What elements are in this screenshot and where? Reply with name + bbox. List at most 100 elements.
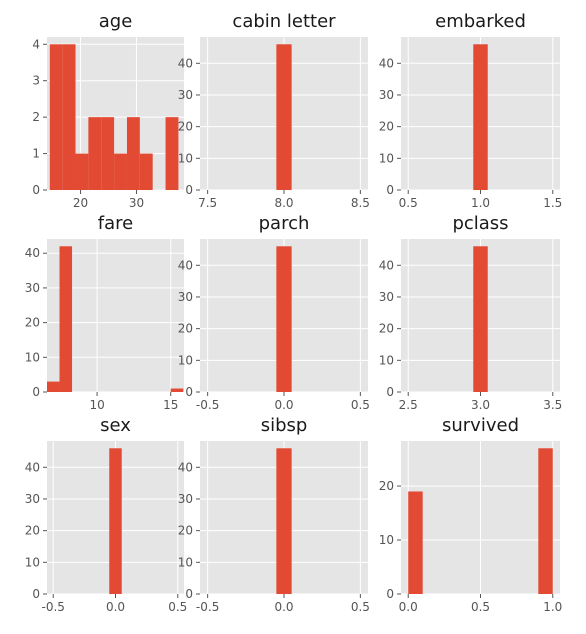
y-tick-label: 10: [379, 353, 394, 367]
x-tick-label: -0.5: [42, 600, 65, 614]
x-tick-label: 1.0: [543, 600, 562, 614]
histogram-bar: [88, 117, 102, 190]
y-tick-label: 20: [379, 479, 394, 493]
subplot-embarked: 0.5 1.0 1.5 0 10 20 30 40 embarked: [379, 11, 563, 210]
subplot-title: age: [99, 11, 133, 32]
y-tick-label: 0: [32, 587, 40, 601]
y-tick-label: 40: [25, 246, 40, 260]
subplot-sex: -0.5 0.0 0.5 0 10 20 30 40 sex: [25, 415, 188, 614]
x-tick-label: 7.5: [198, 196, 217, 210]
histogram-bar: [276, 44, 292, 191]
y-tick-label: 30: [379, 290, 394, 304]
y-tick-label: 20: [25, 524, 40, 538]
y-tick-label: 40: [379, 56, 394, 70]
x-tick-label: 8.0: [274, 196, 293, 210]
histogram-bar: [139, 153, 153, 190]
subplot-parch: -0.5 0.0 0.5 0 10 20 30 40 parch: [178, 213, 370, 412]
x-tick-label: 30: [129, 196, 144, 210]
y-tick-label: 20: [178, 524, 193, 538]
y-tick-label: 30: [178, 88, 193, 102]
y-tick-label: 0: [185, 183, 193, 197]
x-tick-label: 10: [89, 398, 104, 412]
y-tick-label: 20: [178, 322, 193, 336]
x-tick-label: -0.5: [196, 600, 219, 614]
histogram-bar: [276, 246, 292, 392]
histogram-bar: [109, 448, 122, 594]
histogram-bar: [165, 117, 179, 190]
subplot-age: 20 30 0 1 2 3 4 age: [32, 11, 184, 210]
subplot-title: cabin letter: [232, 11, 336, 32]
x-tick-label: 8.5: [351, 196, 370, 210]
x-tick-label: 0.0: [106, 600, 125, 614]
y-tick-label: 30: [178, 492, 193, 506]
x-tick-label: 0.5: [168, 600, 187, 614]
x-tick-label: 0.5: [351, 600, 370, 614]
y-tick-label: 30: [25, 281, 40, 295]
y-tick-label: 40: [25, 460, 40, 474]
y-tick-label: 0: [386, 587, 394, 601]
subplot-title: parch: [259, 213, 310, 234]
y-tick-label: 0: [185, 587, 193, 601]
subplot-title: sibsp: [261, 415, 308, 436]
subplot-title: pclass: [452, 213, 508, 234]
y-tick-label: 10: [178, 555, 193, 569]
x-tick-label: 0.0: [274, 600, 293, 614]
x-tick-label: 0.5: [471, 600, 490, 614]
x-tick-label: 15: [163, 398, 178, 412]
y-tick-label: 0: [386, 183, 394, 197]
y-tick-label: 0: [185, 385, 193, 399]
histogram-bar: [114, 153, 127, 190]
x-tick-label: 0.0: [274, 398, 293, 412]
y-tick-label: 0: [32, 385, 40, 399]
histogram-bar: [473, 246, 488, 392]
subplot-fare: 10 15 0 10 20 30 40 fare: [25, 213, 184, 412]
y-tick-label: 10: [178, 151, 193, 165]
y-tick-label: 10: [25, 555, 40, 569]
x-tick-label: 3.0: [471, 398, 490, 412]
y-tick-label: 3: [32, 74, 40, 88]
histogram-bar: [473, 44, 488, 191]
y-tick-label: 0: [32, 183, 40, 197]
y-tick-label: 30: [25, 492, 40, 506]
subplot-title: fare: [98, 213, 133, 234]
subplot-survived: 0.0 0.5 1.0 0 10 20 survived: [379, 415, 563, 614]
x-tick-label: 20: [73, 196, 88, 210]
histogram-bar: [101, 117, 115, 190]
x-tick-label: 0.5: [399, 196, 418, 210]
y-tick-label: 20: [25, 316, 40, 330]
y-tick-label: 10: [178, 353, 193, 367]
subplot-sibsp: -0.5 0.0 0.5 0 10 20 30 40 sibsp: [178, 415, 370, 614]
x-tick-label: -0.5: [196, 398, 219, 412]
histogram-bar: [408, 491, 423, 594]
x-tick-label: 1.0: [471, 196, 490, 210]
x-tick-label: 0.5: [351, 398, 370, 412]
subplot-title: sex: [100, 415, 131, 436]
y-tick-label: 40: [178, 56, 193, 70]
histogram-bar: [126, 117, 140, 190]
y-tick-label: 40: [379, 258, 394, 272]
subplot-title: survived: [442, 415, 519, 436]
histogram-bar: [170, 388, 184, 392]
y-tick-label: 1: [32, 147, 40, 161]
histogram-bar: [47, 381, 60, 392]
histogram-bar: [75, 153, 89, 190]
y-tick-label: 20: [178, 120, 193, 134]
x-tick-label: 3.5: [543, 398, 562, 412]
y-tick-label: 0: [386, 385, 394, 399]
y-tick-label: 30: [178, 290, 193, 304]
histogram-bar: [276, 448, 292, 594]
subplot-pclass: 2.5 3.0 3.5 0 10 20 30 40 pclass: [379, 213, 563, 412]
subplot-title: embarked: [435, 11, 526, 32]
subplot-cabin-letter: 7.5 8.0 8.5 0 10 20 30 40 cabin letter: [178, 11, 370, 210]
y-tick-label: 10: [25, 350, 40, 364]
y-tick-label: 20: [379, 322, 394, 336]
y-tick-label: 4: [32, 37, 40, 51]
histogram-bar: [538, 448, 553, 594]
x-tick-label: 0.0: [399, 600, 418, 614]
y-tick-label: 2: [32, 110, 40, 124]
y-tick-label: 40: [178, 258, 193, 272]
x-tick-label: 1.5: [543, 196, 562, 210]
histogram-bar: [62, 44, 76, 191]
histogram-bar: [59, 246, 73, 392]
y-tick-label: 10: [379, 533, 394, 547]
